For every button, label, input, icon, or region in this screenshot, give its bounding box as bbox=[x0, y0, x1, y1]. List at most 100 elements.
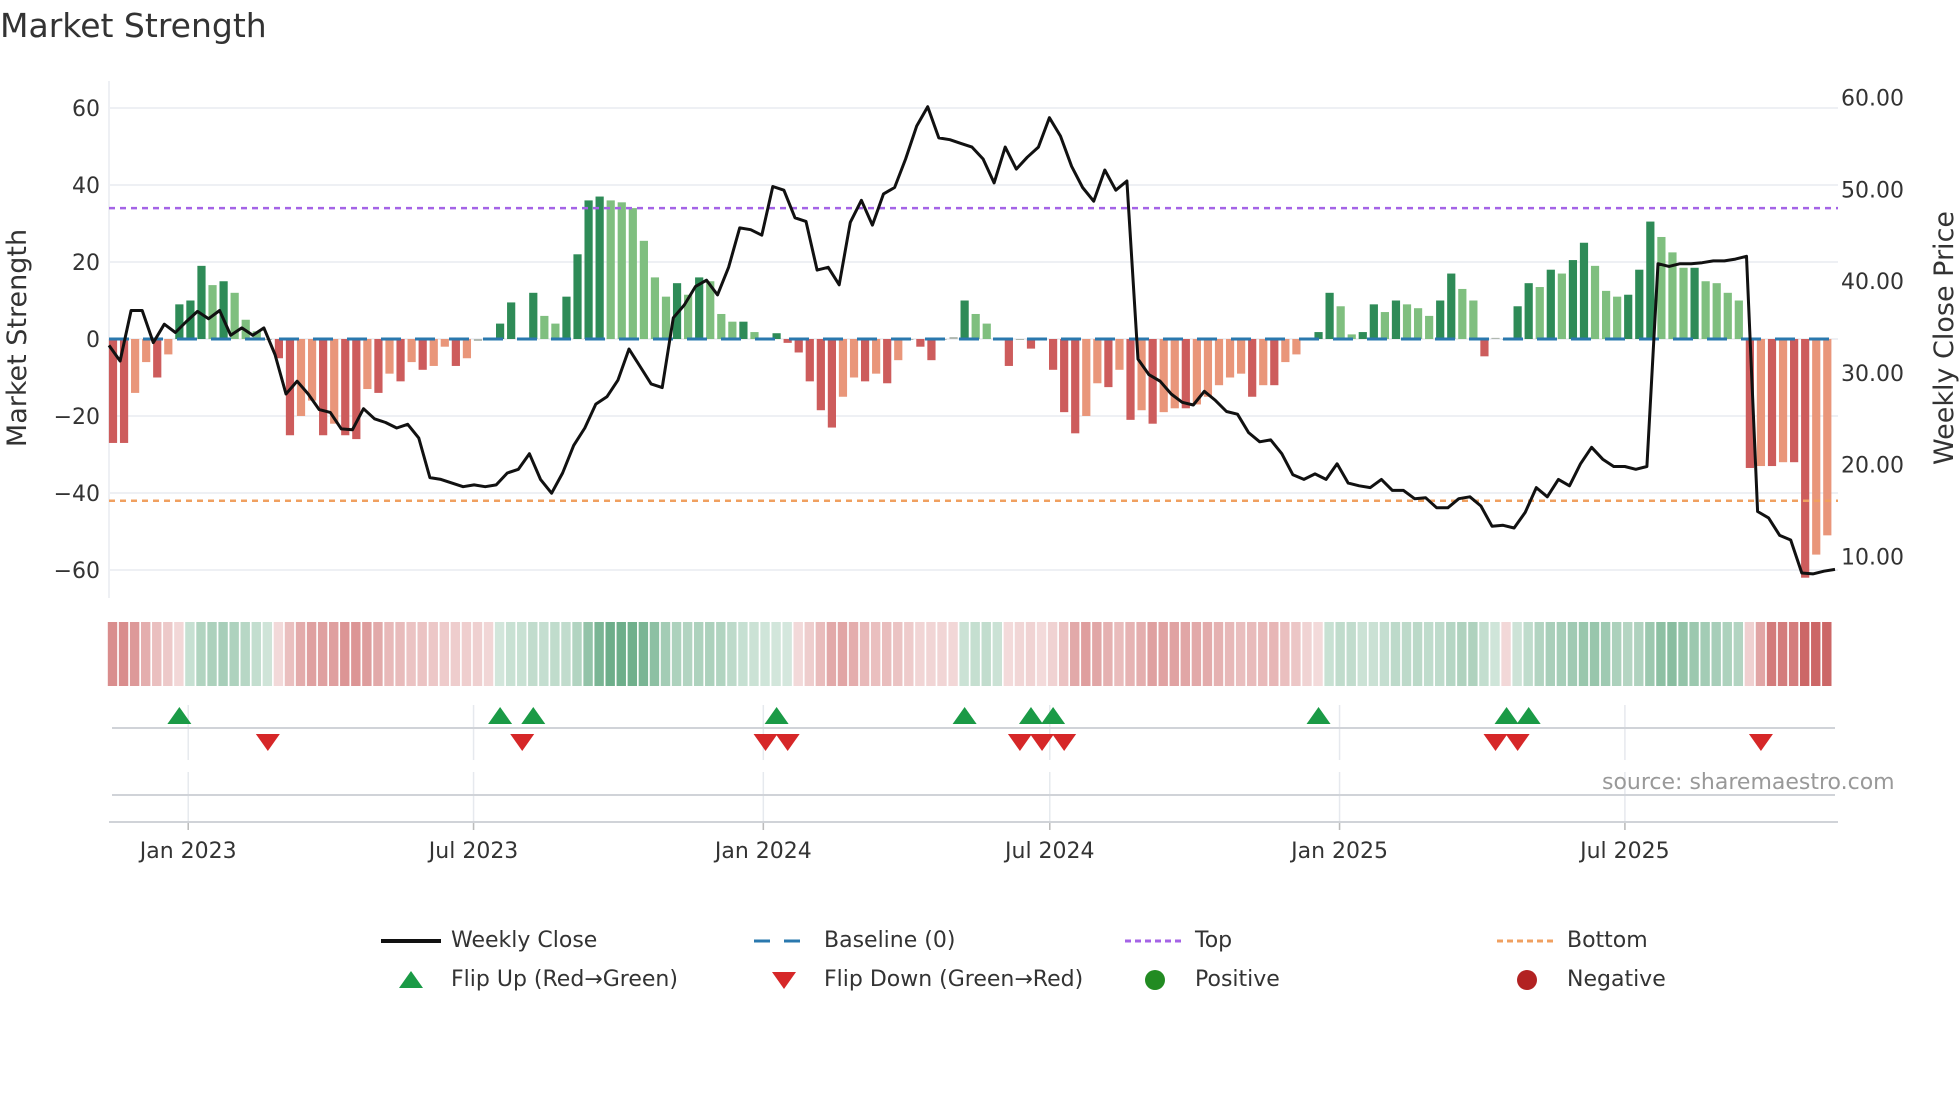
strength-strip-cell bbox=[837, 622, 848, 686]
strength-strip-cell bbox=[1534, 622, 1544, 686]
flip-up-marker bbox=[521, 707, 546, 724]
legend-positive[interactable]: Positive bbox=[1125, 967, 1280, 992]
legend-top[interactable]: Top bbox=[1125, 928, 1232, 953]
legend-weekly-close[interactable]: Weekly Close bbox=[381, 928, 597, 953]
strength-bar bbox=[783, 339, 792, 343]
strength-bar bbox=[1203, 339, 1213, 397]
strength-bar bbox=[562, 296, 571, 339]
strength-strip-cell bbox=[1158, 622, 1168, 686]
strength-strip-cell bbox=[727, 622, 737, 686]
legend-label: Weekly Close bbox=[451, 928, 598, 953]
y-tick-label: 0 bbox=[86, 328, 100, 353]
legend-flip-down[interactable]: Flip Down (Green→Red) bbox=[754, 967, 1083, 992]
strength-strip-cell bbox=[793, 622, 803, 686]
legend-label: Flip Down (Green→Red) bbox=[824, 967, 1084, 992]
strength-strip-cell bbox=[1457, 622, 1467, 686]
legend-negative[interactable]: Negative bbox=[1497, 967, 1666, 992]
strength-bar bbox=[285, 339, 295, 436]
strength-strip-cell bbox=[450, 622, 461, 686]
strength-strip-cell bbox=[1269, 622, 1279, 686]
strength-bar bbox=[728, 321, 737, 339]
flip-up-marker bbox=[952, 707, 977, 724]
legend-baseline[interactable]: Baseline (0) bbox=[754, 928, 955, 953]
strength-bar bbox=[1292, 339, 1301, 355]
strength-bar bbox=[1458, 288, 1467, 339]
strength-strip-cell bbox=[572, 622, 582, 686]
strength-bar bbox=[717, 313, 726, 339]
strength-bar bbox=[1237, 339, 1246, 374]
flip-up-marker bbox=[1041, 707, 1066, 724]
strength-bar bbox=[108, 339, 118, 443]
flip-up-marker bbox=[1018, 707, 1043, 724]
legend-flip-up[interactable]: Flip Up (Red→Green) bbox=[381, 967, 678, 992]
strength-strip-cell bbox=[1125, 622, 1135, 686]
strength-bar bbox=[684, 294, 693, 339]
flip-up-marker bbox=[1516, 707, 1541, 724]
legend-bottom[interactable]: Bottom bbox=[1497, 928, 1648, 953]
strength-bar bbox=[1126, 339, 1135, 420]
strength-bar bbox=[894, 339, 903, 361]
strength-strip-cell bbox=[1025, 622, 1036, 686]
strength-bar bbox=[462, 339, 472, 359]
legend-label: Negative bbox=[1567, 967, 1666, 992]
strength-bar bbox=[551, 323, 560, 339]
strength-bar bbox=[507, 302, 516, 339]
strength-strip-cell bbox=[1213, 622, 1224, 686]
strength-strip-cell bbox=[782, 622, 792, 686]
strength-bar bbox=[352, 339, 361, 440]
strength-bar bbox=[1778, 339, 1788, 463]
strength-strip-cell bbox=[1147, 622, 1157, 686]
strength-strip-cell bbox=[295, 622, 306, 686]
strength-bar bbox=[1060, 339, 1069, 413]
solid-line-icon bbox=[381, 929, 441, 953]
strength-bar bbox=[1270, 339, 1279, 386]
strength-bar bbox=[1823, 339, 1832, 536]
strength-bar bbox=[1104, 339, 1113, 388]
strength-strip-cell bbox=[859, 622, 870, 686]
strength-strip-cell bbox=[1235, 622, 1246, 686]
strength-bar bbox=[849, 339, 859, 378]
flip-down-marker bbox=[775, 734, 800, 751]
strength-bar bbox=[153, 339, 162, 378]
strength-bar bbox=[1568, 260, 1578, 339]
strength-bar bbox=[1701, 281, 1710, 339]
strength-strip-cell bbox=[517, 622, 527, 686]
y-tick-label: −60 bbox=[54, 559, 100, 584]
strength-bar bbox=[164, 339, 173, 355]
strength-strip-cell bbox=[196, 622, 206, 686]
flip-down-marker bbox=[1483, 734, 1508, 751]
strength-bar bbox=[175, 304, 184, 339]
strength-bar bbox=[1723, 292, 1732, 339]
strength-bar bbox=[1613, 296, 1622, 339]
strength-strip-cell bbox=[738, 622, 748, 686]
strength-bar bbox=[1524, 283, 1533, 339]
y-tick-label: 20 bbox=[72, 251, 100, 276]
strength-bar bbox=[496, 323, 505, 339]
strength-bar bbox=[883, 339, 892, 384]
strength-bar bbox=[1413, 308, 1423, 339]
strength-bar bbox=[827, 339, 836, 428]
strength-strip-cell bbox=[351, 622, 361, 686]
strength-strip-cell bbox=[505, 622, 516, 686]
strength-bar bbox=[1369, 304, 1378, 339]
strength-bar bbox=[971, 313, 980, 339]
strength-bar bbox=[1259, 339, 1268, 386]
strength-bar bbox=[672, 283, 682, 339]
strength-bar bbox=[1646, 221, 1655, 339]
strength-bar bbox=[473, 339, 483, 341]
strength-bar bbox=[418, 339, 427, 370]
strength-bar bbox=[1812, 339, 1821, 555]
strength-bar bbox=[1148, 339, 1157, 424]
x-tick-label: Jan 2025 bbox=[1289, 839, 1388, 864]
strength-strip-cell bbox=[915, 622, 925, 686]
strength-strip-cell bbox=[1224, 622, 1235, 686]
circle-green-icon bbox=[1125, 968, 1185, 992]
strength-strip-cell bbox=[262, 622, 273, 686]
strength-strip-cell bbox=[483, 622, 494, 686]
strength-bar bbox=[639, 240, 648, 339]
strength-bar bbox=[1624, 294, 1633, 339]
strength-bar bbox=[296, 339, 306, 416]
strength-bar bbox=[1491, 337, 1500, 339]
strength-bar bbox=[1336, 306, 1345, 339]
strength-strip-cell bbox=[682, 622, 693, 686]
